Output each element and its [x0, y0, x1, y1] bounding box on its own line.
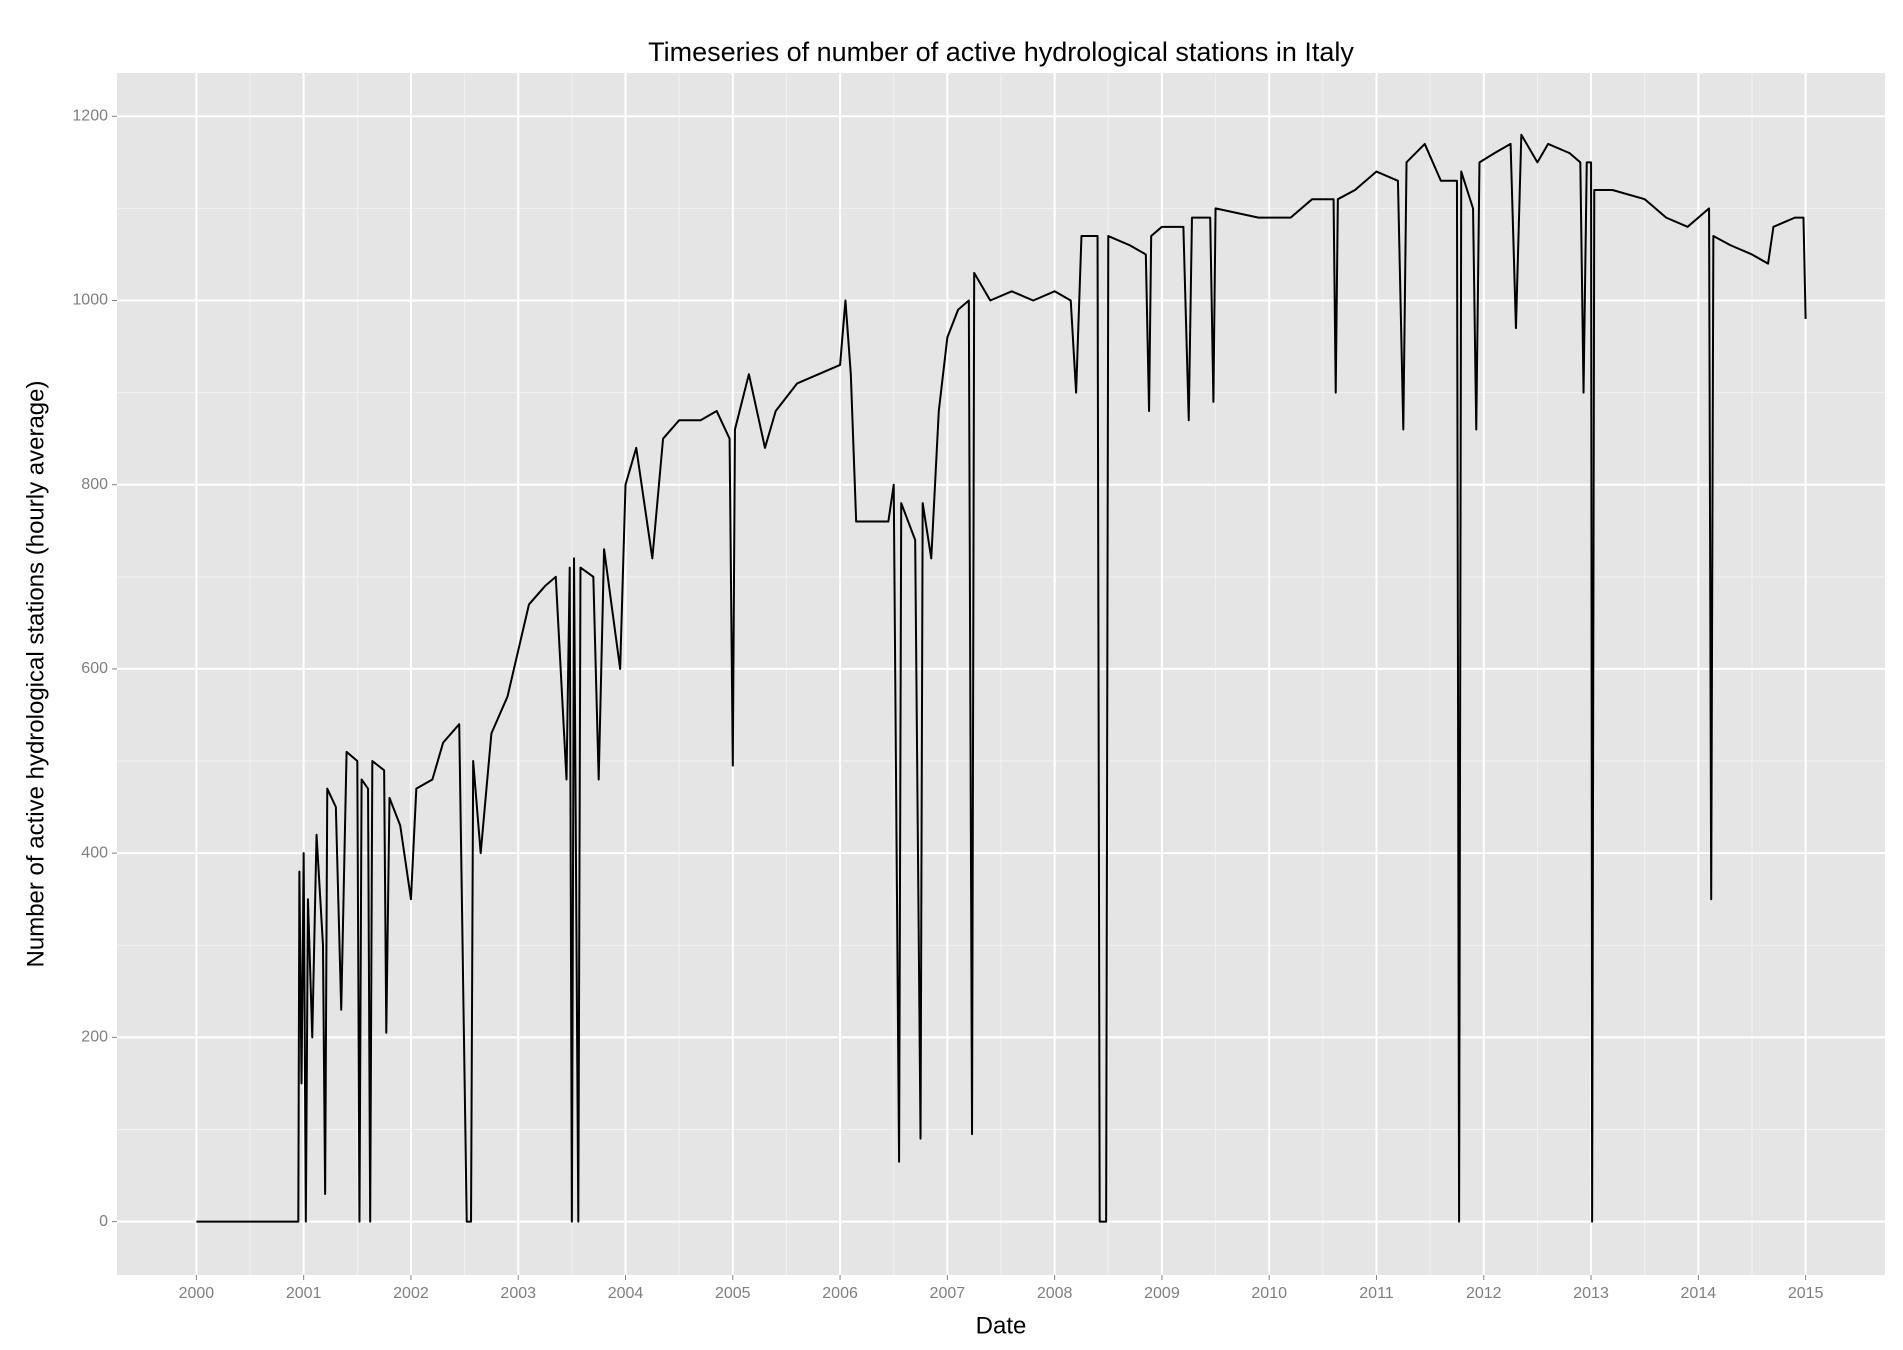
x-tick-label: 2009 [1144, 1285, 1180, 1302]
x-tick-label: 2003 [500, 1285, 536, 1302]
y-tick-label: 0 [99, 1213, 108, 1230]
x-tick-label: 2008 [1037, 1285, 1073, 1302]
x-tick-label: 2007 [930, 1285, 966, 1302]
y-tick-label: 1200 [72, 108, 108, 125]
y-tick-label: 200 [81, 1029, 108, 1046]
x-tick-label: 2013 [1573, 1285, 1609, 1302]
data-line [196, 133, 1807, 1223]
x-tick-label: 2004 [608, 1285, 644, 1302]
x-tick-label: 2000 [179, 1285, 215, 1302]
chart-title: Timeseries of number of active hydrologi… [648, 37, 1354, 67]
y-tick-label: 400 [81, 844, 108, 861]
x-tick-label: 2002 [393, 1285, 429, 1302]
x-tick-label: 2015 [1788, 1285, 1824, 1302]
y-tick-label: 800 [81, 476, 108, 493]
x-axis-title: Date [976, 1312, 1027, 1339]
x-tick-label: 2014 [1681, 1285, 1717, 1302]
y-tick-label: 1000 [72, 292, 108, 309]
x-tick-label: 2012 [1466, 1285, 1502, 1302]
x-tick-label: 2005 [715, 1285, 751, 1302]
x-tick-label: 2010 [1251, 1285, 1287, 1302]
x-tick-label: 2011 [1359, 1285, 1394, 1302]
x-tick-label: 2006 [822, 1285, 858, 1302]
y-tick-label: 600 [81, 660, 108, 677]
x-tick-label: 2001 [286, 1285, 322, 1302]
y-axis-title: Number of active hydrological stations (… [22, 381, 49, 968]
